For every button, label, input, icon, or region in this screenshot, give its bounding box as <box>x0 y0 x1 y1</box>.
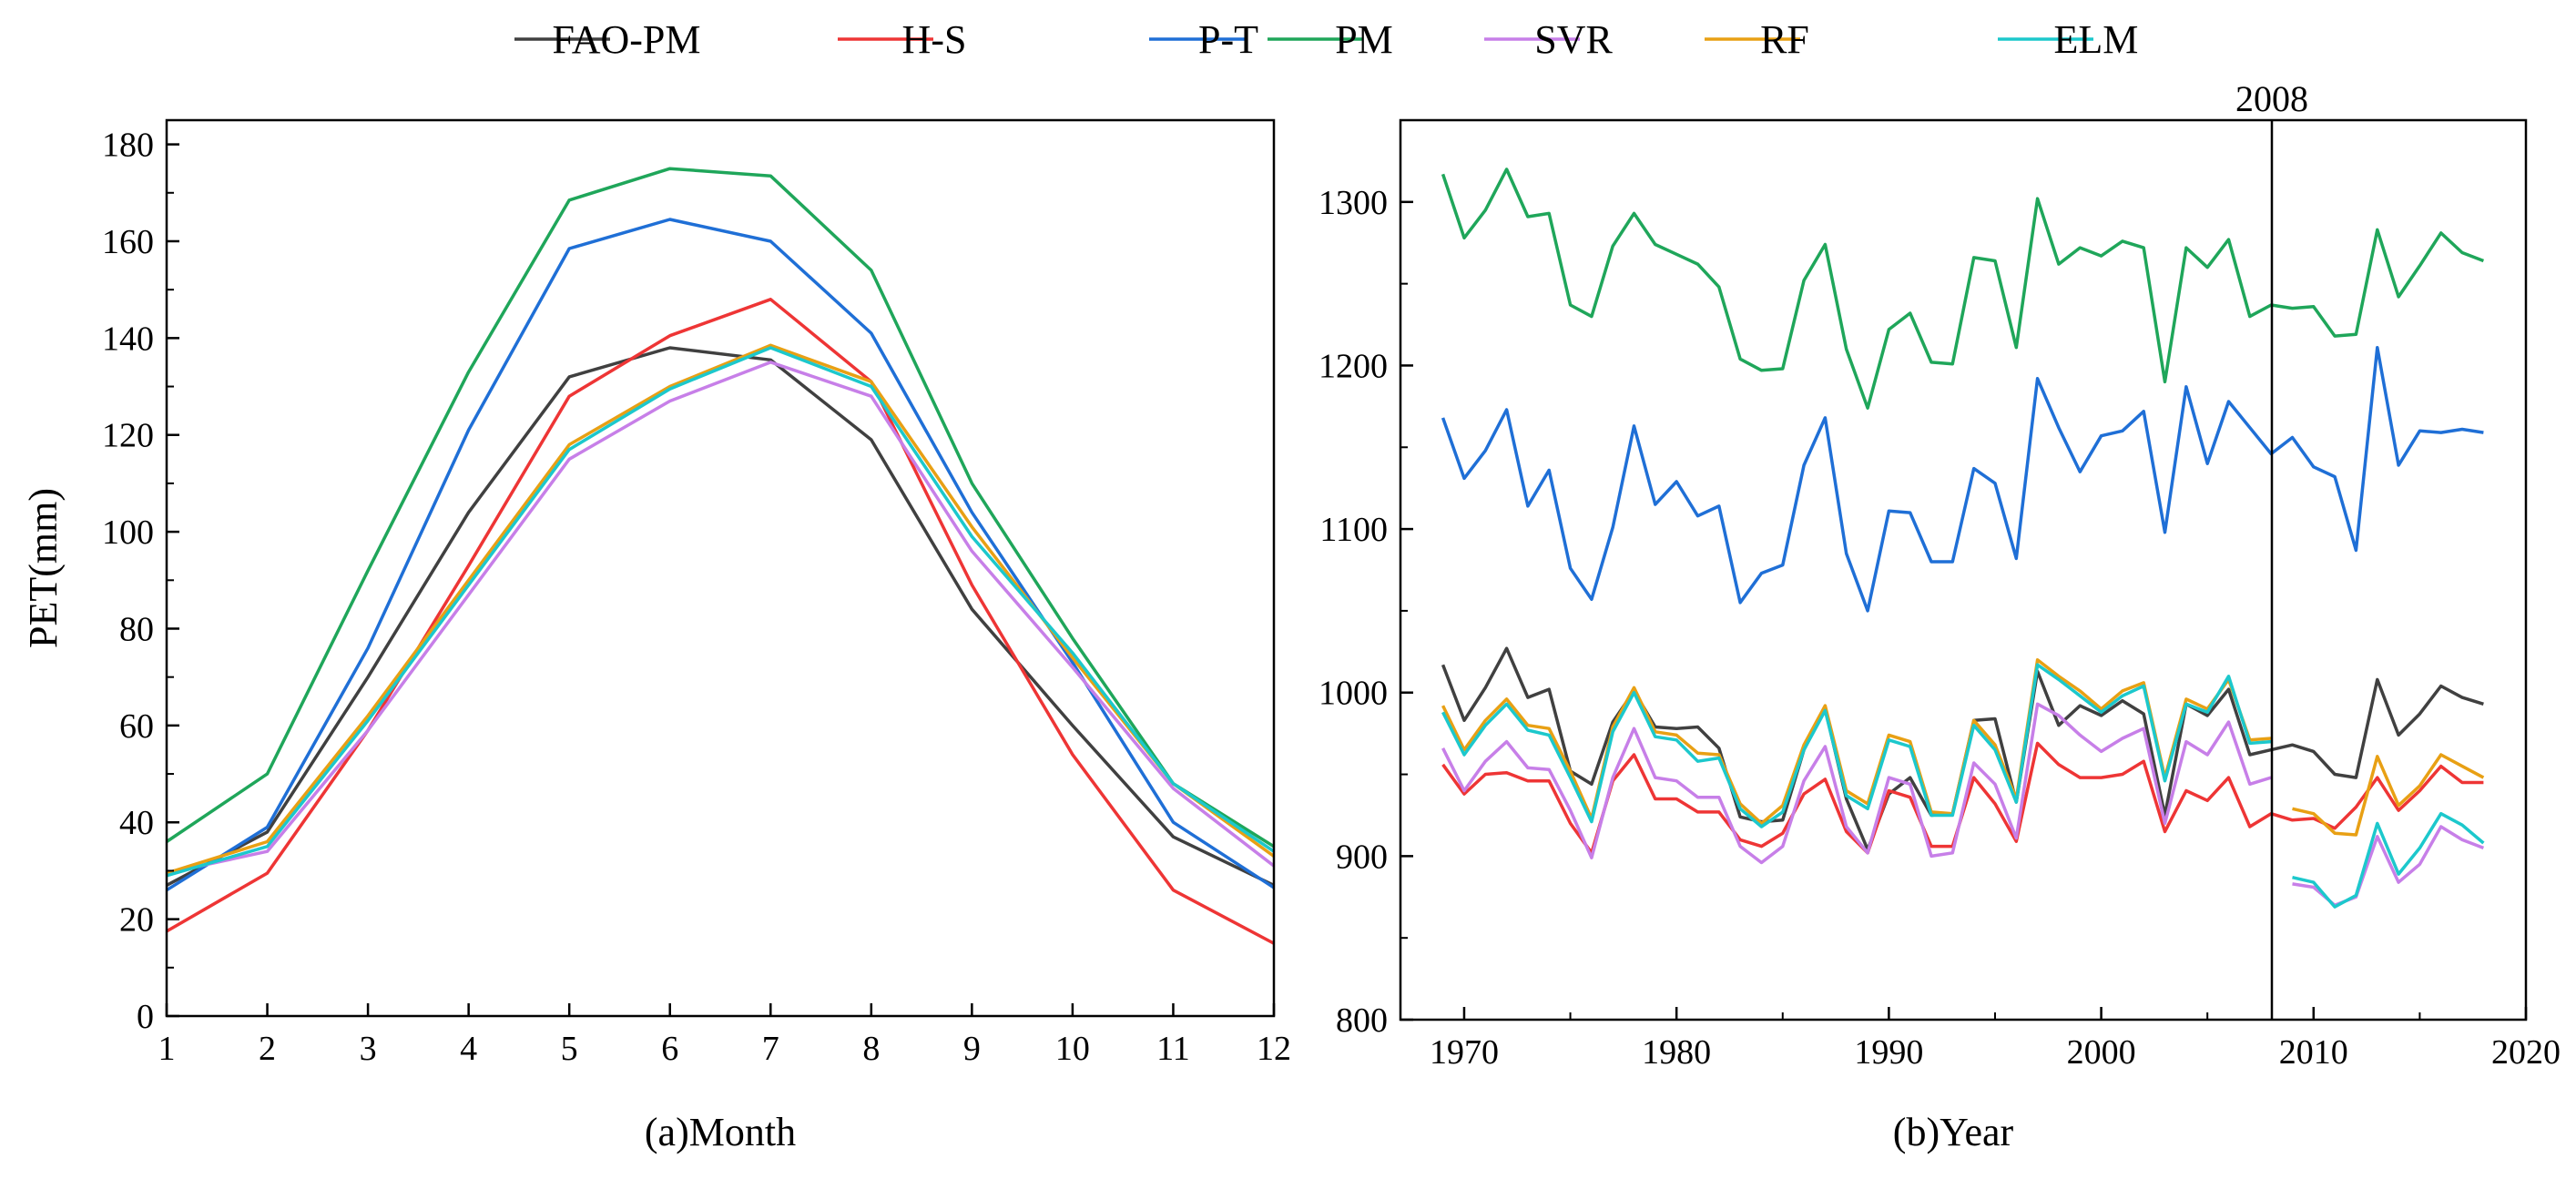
series-line-elm <box>166 346 1275 878</box>
legend: FAO-PM H-S P-T PM SVR RF ELM <box>514 17 2138 62</box>
x-tick-label: 10 <box>1055 1030 1090 1068</box>
x-tick-label: 1980 <box>1642 1033 1711 1072</box>
series-line-rf <box>166 343 1276 875</box>
x-tick-label: 8 <box>862 1030 880 1068</box>
y-tick-label: 60 <box>119 707 154 746</box>
legend-label-elm: ELM <box>2054 17 2139 62</box>
monthly-y-axis: 0 20 40 60 80 100 120 140 160 180 <box>102 127 179 1036</box>
series-line-h-s <box>166 298 1275 945</box>
y-tick-label: 160 <box>102 223 154 261</box>
y-tick-label: 900 <box>1336 838 1388 876</box>
x-tick-label: 3 <box>360 1030 377 1068</box>
panel-monthly: 1 2 3 4 5 6 7 8 9 10 11 12 020406080100120140160180… <box>21 118 1291 1154</box>
monthly-y-axis-label: PET(mm) <box>21 488 66 648</box>
series-line-p-t <box>1441 345 2484 613</box>
y-tick-label: 1100 <box>1319 511 1388 549</box>
x-tick-label: 2000 <box>2067 1033 2136 1072</box>
monthly-plot-frame <box>165 118 1276 1018</box>
x-tick-label: 12 <box>1257 1030 1291 1068</box>
year-2008-marker-label: 2008 <box>2235 78 2308 119</box>
series-line-rf <box>1441 658 2485 837</box>
yearly-y-axis: 800 900 1000 1100 1200 1300 <box>1319 184 1413 1040</box>
yearly-plot-frame <box>1399 118 2528 1021</box>
y-tick-label: 800 <box>1336 1001 1388 1040</box>
series-line-fao-pm <box>166 346 1275 887</box>
y-tick-label: 1000 <box>1319 675 1388 713</box>
x-tick-label: 4 <box>460 1030 477 1068</box>
x-tick-label: 2010 <box>2279 1033 2348 1072</box>
x-tick-label: 6 <box>661 1030 678 1068</box>
legend-label-svr: SVR <box>1534 17 1613 62</box>
x-tick-label: 11 <box>1156 1030 1190 1068</box>
y-tick-label: 1200 <box>1319 347 1388 385</box>
legend-label-pm: PM <box>1335 17 1393 62</box>
series-line-svr <box>166 361 1276 875</box>
monthly-x-axis-label: (a)Month <box>645 1110 796 1154</box>
x-tick-label: 9 <box>963 1030 981 1068</box>
y-tick-label: 0 <box>137 998 154 1036</box>
y-tick-label: 40 <box>119 804 154 842</box>
y-tick-label: 120 <box>102 417 154 455</box>
yearly-series <box>1441 168 2485 909</box>
x-tick-label: 1 <box>158 1030 176 1068</box>
y-tick-label: 180 <box>102 127 154 165</box>
yearly-x-axis-label: (b)Year <box>1893 1110 2014 1154</box>
y-tick-label: 80 <box>119 610 154 648</box>
y-tick-label: 100 <box>102 513 154 552</box>
legend-label-h-s: H-S <box>902 17 967 62</box>
x-tick-label: 2020 <box>2491 1033 2561 1072</box>
x-tick-label: 1970 <box>1430 1033 1499 1072</box>
series-line-pm <box>166 167 1275 849</box>
x-tick-label: 2 <box>259 1030 276 1068</box>
x-tick-label: 1990 <box>1854 1033 1923 1072</box>
series-line-pm <box>1441 168 2485 410</box>
x-tick-label: 7 <box>762 1030 779 1068</box>
legend-label-p-t: P-T <box>1198 17 1258 62</box>
y-tick-label: 140 <box>102 320 154 358</box>
series-line-elm <box>1441 663 2485 909</box>
panel-yearly: 2008 1970 1980 1990 2000 2010 2020 800 900 1000… <box>1319 78 2561 1154</box>
yearly-x-axis: 1970 1980 1990 2000 2010 2020 <box>1430 1007 2561 1072</box>
legend-label-fao-pm: FAO-PM <box>552 17 700 62</box>
legend-label-rf: RF <box>1760 17 1809 62</box>
x-tick-label: 5 <box>561 1030 578 1068</box>
monthly-series <box>166 167 1276 945</box>
y-tick-label: 20 <box>119 901 154 940</box>
y-tick-label: 1300 <box>1319 184 1388 222</box>
monthly-x-axis: 1 2 3 4 5 6 7 8 9 10 11 12 <box>158 1003 1291 1068</box>
